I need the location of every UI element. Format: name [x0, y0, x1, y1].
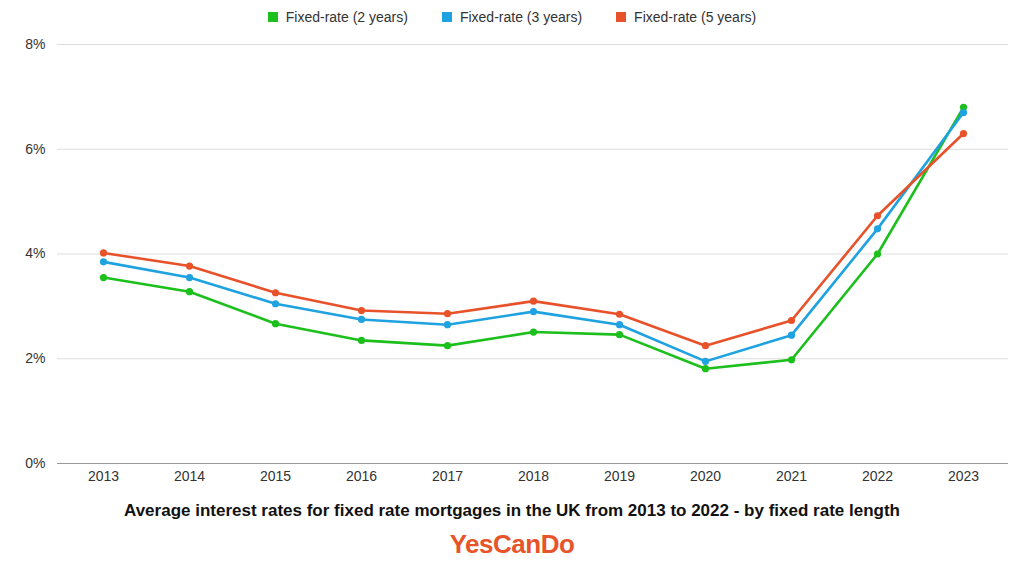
svg-text:6%: 6%: [25, 141, 45, 157]
svg-text:2017: 2017: [432, 468, 463, 484]
svg-text:2023: 2023: [948, 468, 979, 484]
svg-text:0%: 0%: [25, 455, 45, 471]
svg-text:2014: 2014: [174, 468, 205, 484]
svg-text:2%: 2%: [25, 350, 45, 366]
html-text:Fixed-rate (5 years): Fixed-rate (5 years): [634, 9, 757, 25]
svg-text:2016: 2016: [346, 468, 377, 484]
svg-text:4%: 4%: [25, 245, 45, 261]
html-text:Average interest rates for fix: Average interest rates for fixed rate mo…: [124, 501, 900, 520]
svg-text:2021: 2021: [776, 468, 807, 484]
svg-text:8%: 8%: [25, 36, 45, 52]
svg-text:2018: 2018: [518, 468, 549, 484]
svg-text:2022: 2022: [862, 468, 893, 484]
html-text:Fixed-rate (3 years): Fixed-rate (3 years): [459, 9, 583, 25]
svg-text:2019: 2019: [604, 468, 635, 484]
svg-text:2015: 2015: [260, 468, 291, 484]
svg-text:2020: 2020: [690, 468, 721, 484]
svg-text:2013: 2013: [88, 468, 119, 484]
html-text:Fixed-rate (2 years): Fixed-rate (2 years): [285, 9, 408, 25]
html-text:YesCanDo: YesCanDo: [449, 529, 575, 559]
